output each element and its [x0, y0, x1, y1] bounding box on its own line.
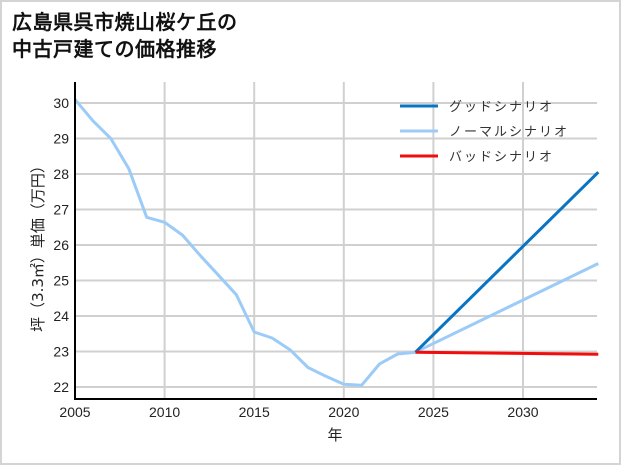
- y-tick-label: 23: [53, 344, 69, 360]
- y-tick-label: 25: [53, 273, 69, 289]
- x-axis-label: 年: [327, 426, 342, 444]
- gridlines: [75, 82, 597, 399]
- y-tick-label: 26: [53, 237, 69, 253]
- y-tick-label: 27: [53, 202, 69, 218]
- x-tick-label: 2020: [328, 404, 359, 420]
- series-line-1: [73, 98, 599, 387]
- series-line-2: [415, 350, 599, 356]
- legend-label: ノーマルシナリオ: [449, 125, 569, 140]
- series-lines: [73, 98, 600, 387]
- x-tick-label: 2025: [418, 404, 449, 420]
- x-tick-label: 2010: [149, 404, 180, 420]
- y-axis-label: 坪（3.3㎡）単価（万円）: [29, 158, 47, 332]
- x-tick-labels: 2005 2010 2015 2020 2025 2030: [59, 404, 538, 420]
- y-tick-label: 24: [53, 308, 69, 324]
- y-tick-labels: 22 23 24 25 26 27 28 29 30: [53, 95, 69, 395]
- y-tick-label: 30: [53, 95, 69, 111]
- axes: [74, 82, 597, 400]
- x-tick-label: 2030: [507, 404, 538, 420]
- x-tick-label: 2005: [59, 404, 90, 420]
- legend-label: バッドシナリオ: [449, 150, 554, 165]
- chart-title-line-1: 広島県呉市焼山桜ケ丘の: [12, 10, 238, 34]
- y-tick-label: 22: [53, 379, 69, 395]
- legend-label: グッドシナリオ: [449, 100, 554, 115]
- chart-title: 広島県呉市焼山桜ケ丘の 中古戸建ての価格推移: [12, 9, 238, 63]
- y-tick-label: 29: [53, 131, 69, 147]
- x-tick-label: 2015: [239, 404, 270, 420]
- chart-title-line-2: 中古戸建ての価格推移: [12, 37, 217, 61]
- series-line-0: [414, 171, 600, 354]
- y-tick-label: 28: [53, 166, 69, 182]
